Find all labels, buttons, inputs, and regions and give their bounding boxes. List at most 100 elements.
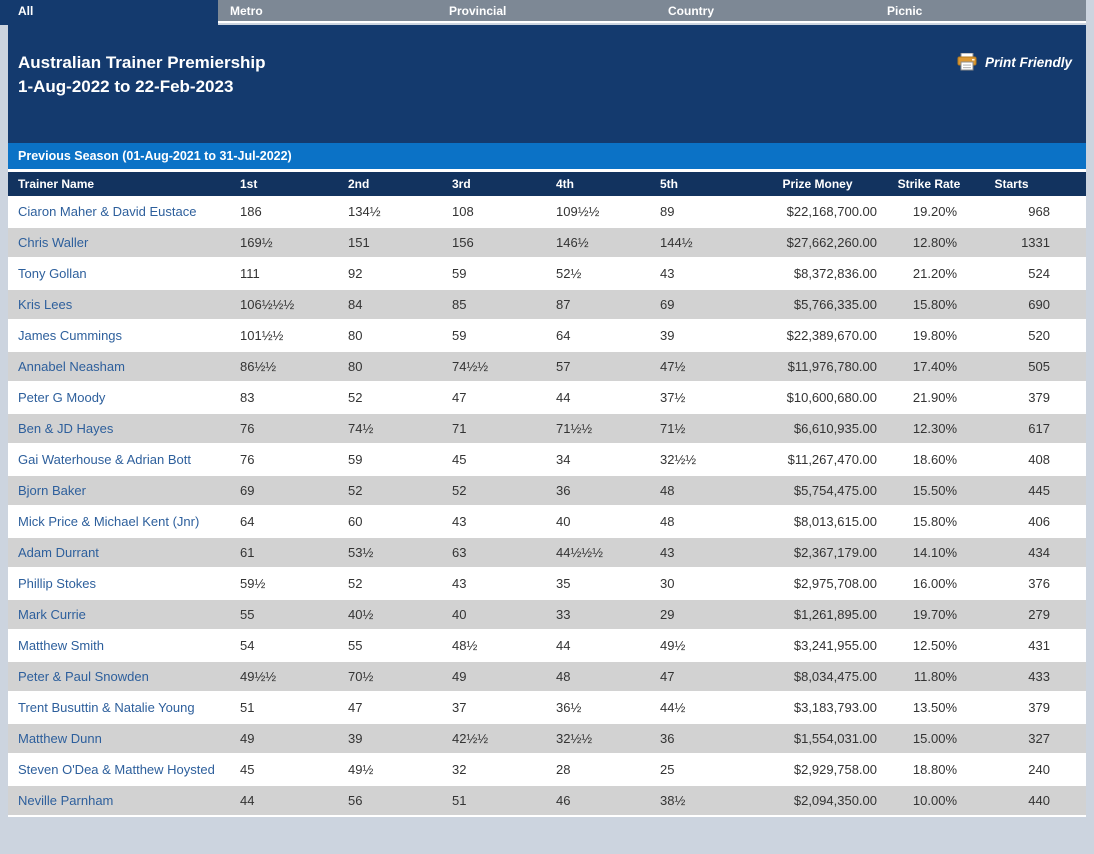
cell-4th: 32½½ bbox=[546, 723, 650, 755]
cell-strike-rate: 16.00% bbox=[885, 568, 973, 600]
cell-trainer-name: Neville Parnham bbox=[8, 785, 230, 817]
tab-country[interactable]: Country bbox=[656, 0, 875, 23]
cell-1st: 169½ bbox=[230, 227, 338, 259]
cell-4th: 36½ bbox=[546, 692, 650, 724]
cell-5th: 25 bbox=[650, 754, 750, 786]
cell-2nd: 134½ bbox=[338, 196, 442, 228]
cell-3rd: 59 bbox=[442, 320, 546, 352]
cell-trainer-name: Bjorn Baker bbox=[8, 475, 230, 507]
cell-3rd: 74½½ bbox=[442, 351, 546, 383]
cell-5th: 43 bbox=[650, 258, 750, 290]
cell-trainer-name: Annabel Neasham bbox=[8, 351, 230, 383]
divider bbox=[8, 169, 1086, 172]
cell-1st: 186 bbox=[230, 196, 338, 228]
trainer-link[interactable]: Phillip Stokes bbox=[18, 576, 97, 591]
trainer-link[interactable]: Chris Waller bbox=[18, 235, 89, 250]
trainer-link[interactable]: Mark Currie bbox=[18, 607, 86, 622]
cell-3rd: 71 bbox=[442, 413, 546, 445]
tab-all[interactable]: All bbox=[0, 0, 218, 25]
cell-prize-money: $3,183,793.00 bbox=[750, 692, 885, 724]
cell-2nd: 47 bbox=[338, 692, 442, 724]
table-row: Ciaron Maher & David Eustace 186 134½ 108 10… bbox=[8, 196, 1086, 228]
column-header-3rd: 3rd bbox=[442, 172, 546, 196]
trainer-link[interactable]: Matthew Dunn bbox=[18, 731, 102, 746]
trainer-link[interactable]: Neville Parnham bbox=[18, 793, 114, 808]
cell-starts: 1331 bbox=[973, 227, 1086, 259]
trainer-link[interactable]: Peter & Paul Snowden bbox=[18, 669, 149, 684]
column-header-trainer-name: Trainer Name bbox=[8, 172, 230, 196]
cell-2nd: 59 bbox=[338, 444, 442, 476]
cell-trainer-name: Mick Price & Michael Kent (Jnr) bbox=[8, 506, 230, 538]
season-bar-label: Previous Season (01-Aug-2021 to 31-Jul-2… bbox=[18, 149, 292, 163]
cell-prize-money: $8,013,615.00 bbox=[750, 506, 885, 538]
cell-1st: 101½½ bbox=[230, 320, 338, 352]
cell-starts: 445 bbox=[973, 475, 1086, 507]
cell-3rd: 43 bbox=[442, 568, 546, 600]
trainer-link[interactable]: Matthew Smith bbox=[18, 638, 104, 653]
cell-2nd: 39 bbox=[338, 723, 442, 755]
trainer-link[interactable]: Gai Waterhouse & Adrian Bott bbox=[18, 452, 191, 467]
cell-trainer-name: Trent Busuttin & Natalie Young bbox=[8, 692, 230, 724]
cell-2nd: 70½ bbox=[338, 661, 442, 693]
trainer-link[interactable]: Kris Lees bbox=[18, 297, 73, 312]
trainer-link[interactable]: Trent Busuttin & Natalie Young bbox=[18, 700, 195, 715]
cell-3rd: 108 bbox=[442, 196, 546, 228]
tab-picnic[interactable]: Picnic bbox=[875, 0, 1086, 23]
trainer-link[interactable]: Adam Durrant bbox=[18, 545, 99, 560]
column-header-starts: Starts bbox=[973, 172, 1086, 196]
cell-1st: 45 bbox=[230, 754, 338, 786]
cell-prize-money: $6,610,935.00 bbox=[750, 413, 885, 445]
cell-1st: 106½½½ bbox=[230, 289, 338, 321]
tab-metro[interactable]: Metro bbox=[218, 0, 437, 23]
table-row: Neville Parnham 44 56 51 46 38½ $2,094,350.00 1… bbox=[8, 785, 1086, 817]
cell-3rd: 52 bbox=[442, 475, 546, 507]
trainer-link[interactable]: Annabel Neasham bbox=[18, 359, 125, 374]
column-header-prize-money: Prize Money bbox=[750, 172, 885, 196]
cell-strike-rate: 13.50% bbox=[885, 692, 973, 724]
cell-starts: 379 bbox=[973, 692, 1086, 724]
trainer-link[interactable]: Ciaron Maher & David Eustace bbox=[18, 203, 197, 219]
cell-2nd: 151 bbox=[338, 227, 442, 259]
trainer-link[interactable]: Peter G Moody bbox=[18, 390, 106, 405]
cell-2nd: 52 bbox=[338, 382, 442, 414]
cell-3rd: 63 bbox=[442, 537, 546, 569]
cell-strike-rate: 12.30% bbox=[885, 413, 973, 445]
cell-prize-money: $22,168,700.00 bbox=[750, 196, 885, 228]
trainer-link[interactable]: Steven O'Dea & Matthew Hoysted bbox=[18, 762, 215, 777]
cell-strike-rate: 17.40% bbox=[885, 351, 973, 383]
results-table: Trainer Name 1st 2nd 3rd 4th 5th Prize Money St… bbox=[8, 172, 1086, 817]
cell-prize-money: $11,267,470.00 bbox=[750, 444, 885, 476]
cell-trainer-name: Steven O'Dea & Matthew Hoysted bbox=[8, 754, 230, 786]
column-header-4th: 4th bbox=[546, 172, 650, 196]
cell-prize-money: $2,929,758.00 bbox=[750, 754, 885, 786]
cell-4th: 146½ bbox=[546, 227, 650, 259]
tab-provincial[interactable]: Provincial bbox=[437, 0, 656, 23]
cell-5th: 71½ bbox=[650, 413, 750, 445]
cell-1st: 69 bbox=[230, 475, 338, 507]
table-row: Peter G Moody 83 52 47 44 37½ $10,600,680.00 21… bbox=[8, 382, 1086, 414]
cell-3rd: 40 bbox=[442, 599, 546, 631]
cell-5th: 49½ bbox=[650, 630, 750, 662]
cell-trainer-name: Peter G Moody bbox=[8, 382, 230, 414]
cell-4th: 57 bbox=[546, 351, 650, 383]
cell-1st: 61 bbox=[230, 537, 338, 569]
table-row: Chris Waller 169½ 151 156 146½ 144½ $27,662,26… bbox=[8, 227, 1086, 259]
trainer-link[interactable]: Tony Gollan bbox=[18, 266, 87, 281]
print-friendly-button[interactable]: Print Friendly bbox=[957, 53, 1072, 71]
cell-3rd: 49 bbox=[442, 661, 546, 693]
trainer-link[interactable]: Bjorn Baker bbox=[18, 483, 86, 498]
trainer-link[interactable]: Mick Price & Michael Kent (Jnr) bbox=[18, 514, 200, 529]
cell-trainer-name: Kris Lees bbox=[8, 289, 230, 321]
cell-3rd: 85 bbox=[442, 289, 546, 321]
cell-3rd: 43 bbox=[442, 506, 546, 538]
cell-starts: 524 bbox=[973, 258, 1086, 290]
trainer-link[interactable]: James Cummings bbox=[18, 328, 123, 343]
cell-5th: 39 bbox=[650, 320, 750, 352]
table-row: Mick Price & Michael Kent (Jnr) 64 60 43 40 4… bbox=[8, 506, 1086, 538]
cell-1st: 111 bbox=[230, 258, 338, 290]
trainer-link[interactable]: Ben & JD Hayes bbox=[18, 421, 114, 436]
cell-strike-rate: 19.20% bbox=[885, 196, 973, 228]
cell-2nd: 52 bbox=[338, 475, 442, 507]
cell-trainer-name: Mark Currie bbox=[8, 599, 230, 631]
